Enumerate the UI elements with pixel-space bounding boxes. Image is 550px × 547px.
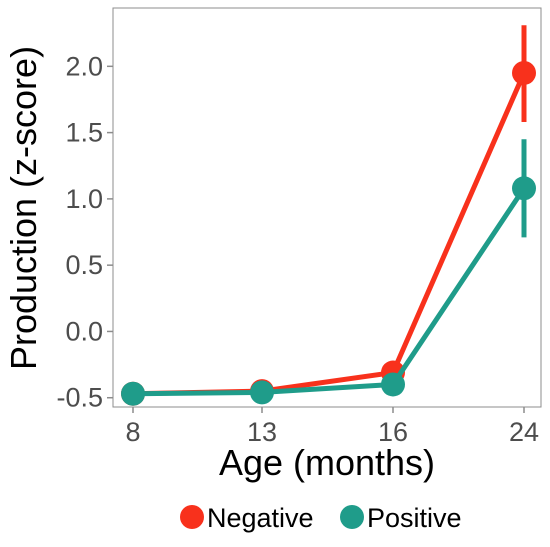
y-tick-label: 0.5: [65, 250, 103, 280]
series-line: [132, 186, 527, 397]
legend-label: Positive: [367, 503, 462, 533]
data-point: [250, 380, 274, 405]
data-point: [121, 381, 145, 406]
y-tick-label: 2.0: [65, 51, 103, 81]
data-point: [512, 60, 536, 85]
series-positive: [121, 139, 536, 406]
y-axis: -0.5 0.0 0.5 1.0 1.5 2.0: [56, 51, 113, 413]
legend-label: Negative: [207, 503, 314, 533]
x-tick-label: 13: [247, 417, 277, 447]
data-point: [381, 372, 405, 397]
plot-panel: [112, 7, 542, 408]
series-layer: [121, 25, 536, 406]
y-tick-label: 0.0: [65, 316, 103, 346]
data-point: [512, 176, 536, 201]
legend-swatch: [340, 505, 364, 529]
x-axis-title: Age (months): [219, 442, 435, 483]
x-tick-label: 24: [509, 417, 539, 447]
x-tick-label: 8: [125, 417, 140, 447]
x-tick-label: 16: [378, 417, 408, 447]
y-tick-label: 1.5: [65, 118, 103, 148]
y-axis-title: Production (z-score): [3, 46, 44, 370]
y-tick-label: -0.5: [56, 383, 103, 413]
x-axis: 8 13 16 24: [125, 407, 539, 447]
y-tick-label: 1.0: [65, 184, 103, 214]
legend: Negative Positive: [180, 503, 462, 533]
legend-swatch: [180, 505, 204, 529]
